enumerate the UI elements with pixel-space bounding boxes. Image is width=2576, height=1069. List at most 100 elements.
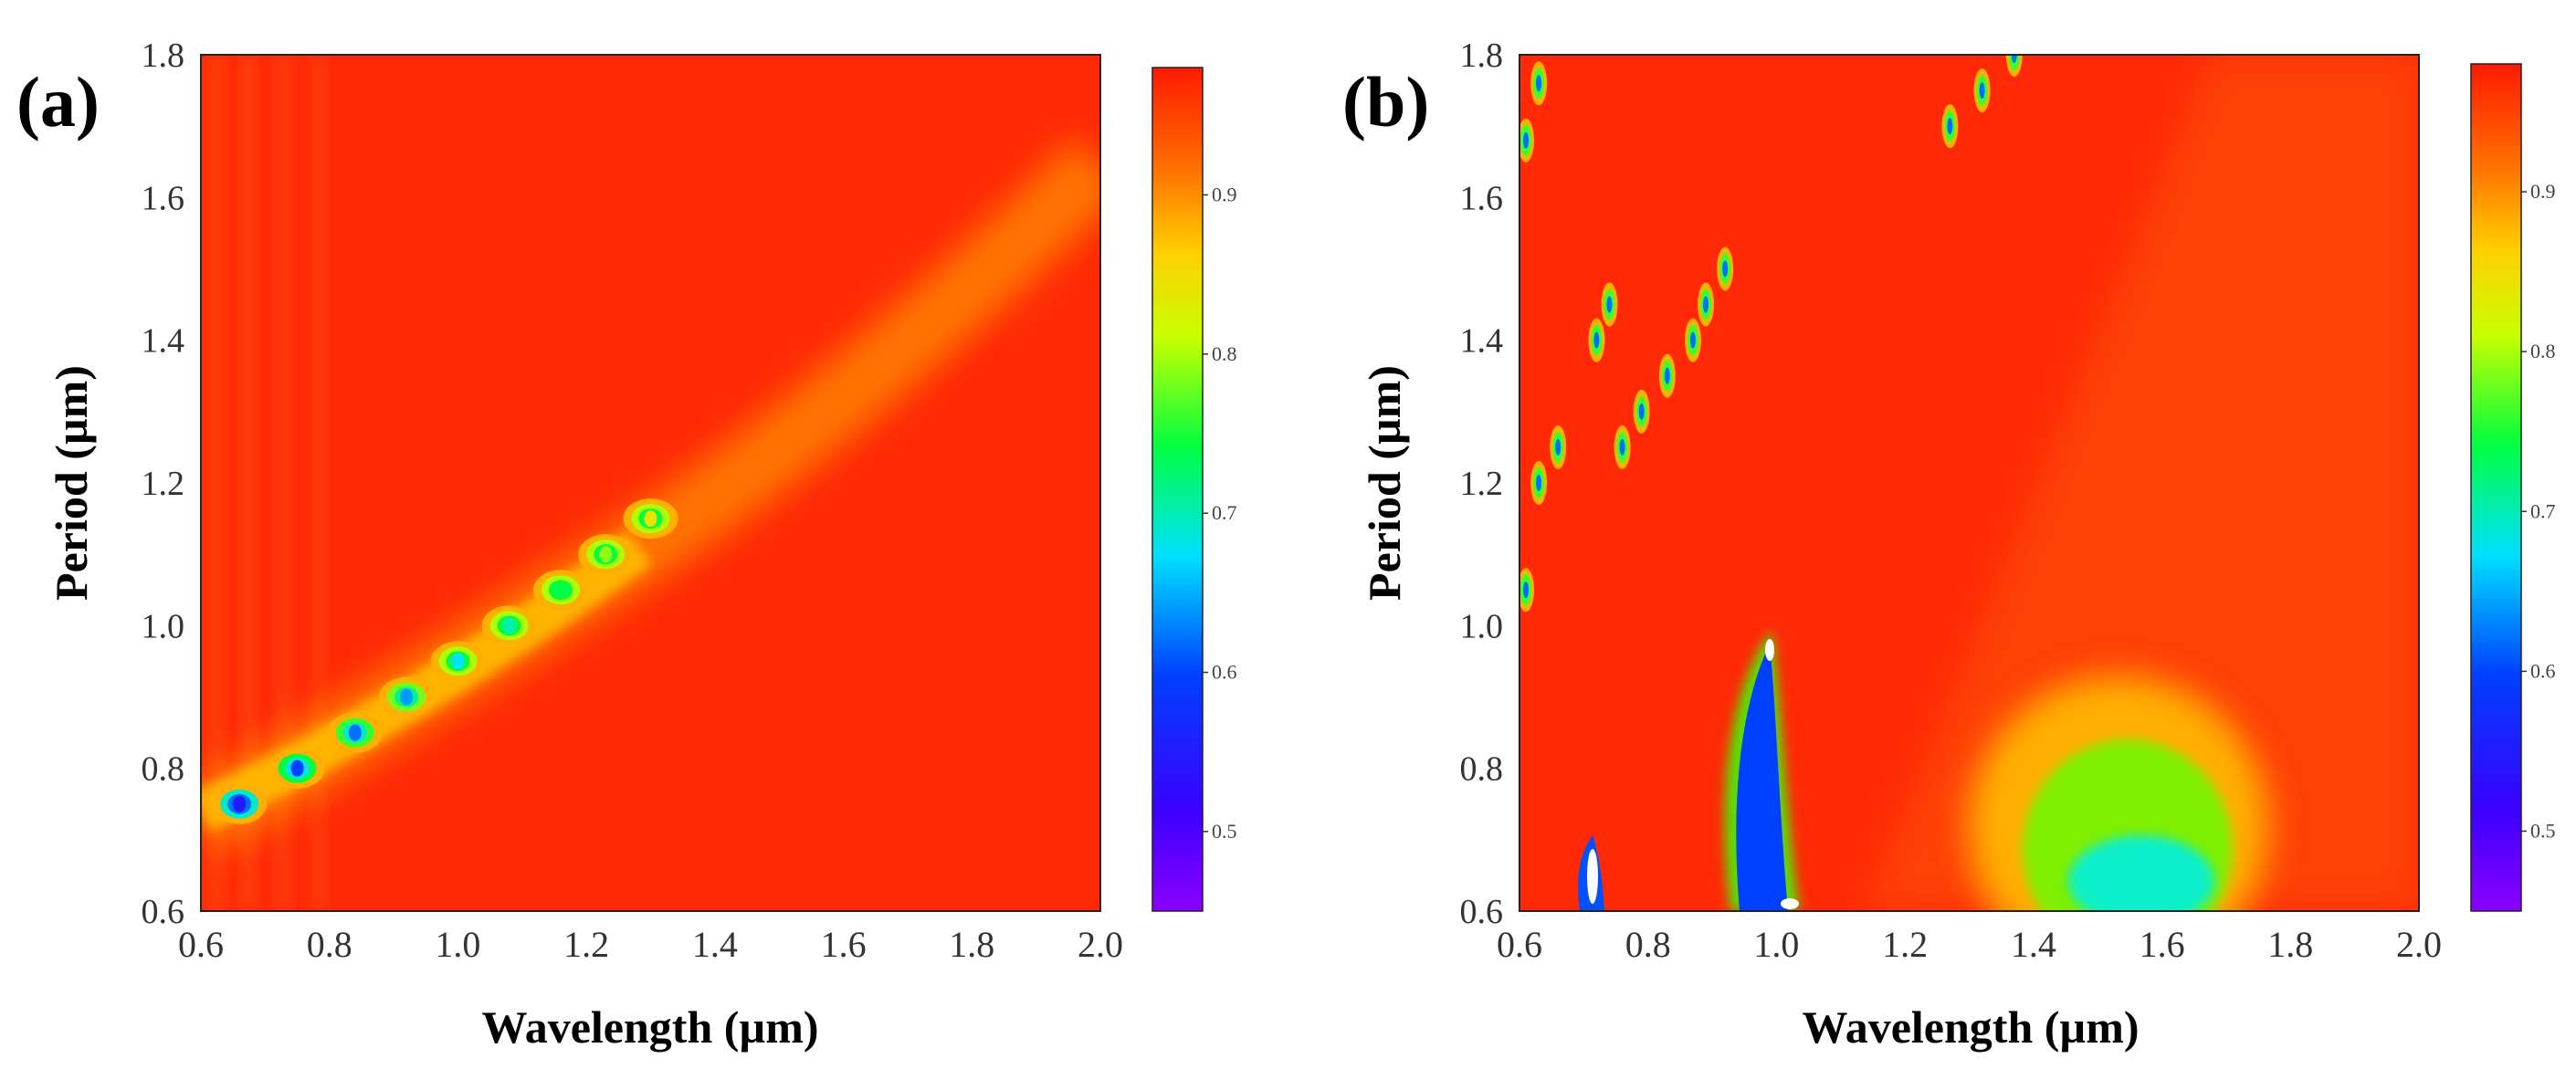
panel-a-minima xyxy=(212,498,678,824)
minimum-core xyxy=(1703,296,1709,313)
panel-b-colorbar xyxy=(2470,63,2522,912)
x-tick-label: 1.8 xyxy=(949,924,994,965)
resonance-minimum xyxy=(1941,104,1959,149)
y-tick-label: 0.6 xyxy=(1460,893,1504,931)
panel-b-resonance-071-core xyxy=(1587,849,1598,904)
panel-b-colorbar-ticks: 0.5 0.6 0.7 0.8 0.9 xyxy=(2521,180,2556,842)
minimum-core xyxy=(1593,331,1600,349)
resonance-minimum xyxy=(1633,389,1650,434)
panel-a-colorbar-ticks: 0.5 0.6 0.7 0.8 0.9 xyxy=(1203,183,1237,843)
minimum-core xyxy=(1523,582,1530,599)
y-tick-label: 1.6 xyxy=(1460,179,1504,217)
minimum-core xyxy=(290,760,304,777)
panel-a-y-axis-title: Period (µm) xyxy=(46,365,97,601)
colorbar-tick-label: 0.9 xyxy=(1212,183,1237,205)
panel-b-resonance-1um-tip xyxy=(1765,639,1774,661)
resonance-minimum xyxy=(1588,318,1605,362)
panel-b: (b) 0.6 0.8 1.0 1.2 1.4 1.6 1.8 2.0 0.6 0.8 1.0 1.… xyxy=(1342,37,2556,1053)
resonance-minimum xyxy=(1550,424,1567,469)
resonance-minimum xyxy=(481,605,537,646)
panel-b-wash xyxy=(1863,55,2419,911)
panel-b-frame xyxy=(1519,54,2420,912)
resonance-minimum xyxy=(379,676,435,718)
resonance-minimum xyxy=(623,498,678,540)
resonance-minimum xyxy=(430,641,486,682)
x-tick-label: 0.8 xyxy=(1625,924,1671,965)
panel-b-broad-dip-core xyxy=(2068,835,2214,911)
x-tick-label: 1.6 xyxy=(821,924,867,965)
panel-b-label: (b) xyxy=(1342,62,1429,141)
resonance-minimum xyxy=(1601,282,1618,327)
y-tick-label: 1.4 xyxy=(142,322,185,361)
y-tick-label: 0.6 xyxy=(142,893,185,931)
panel-a-label: (a) xyxy=(16,62,100,141)
y-tick-label: 0.8 xyxy=(142,750,185,789)
panel-b-resonance-1um-base xyxy=(1781,898,1799,909)
panel-a-frame xyxy=(200,54,1101,912)
minimum-core xyxy=(1689,331,1696,349)
y-tick-label: 1.8 xyxy=(142,37,185,75)
minimum-core xyxy=(1606,296,1613,313)
y-tick-label: 1.4 xyxy=(1460,322,1504,361)
resonance-minimum xyxy=(1530,61,1548,106)
panel-b-minima xyxy=(1519,55,2023,613)
minimum-core xyxy=(451,653,465,670)
minimum-core xyxy=(644,510,657,528)
minimum-core xyxy=(599,546,613,563)
minimum-core xyxy=(400,688,414,706)
resonance-minimum xyxy=(1973,68,1991,113)
minimum-core xyxy=(1638,403,1645,420)
resonance-minimum xyxy=(533,570,588,611)
minimum-core xyxy=(2011,55,2017,63)
x-tick-label: 1.6 xyxy=(2140,924,2185,965)
minimum-core xyxy=(1555,438,1561,456)
y-tick-label: 1.0 xyxy=(1460,607,1504,645)
panel-a-x-axis-title: Wavelength (µm) xyxy=(481,1001,818,1053)
resonance-minimum xyxy=(1614,424,1631,469)
resonance-minimum xyxy=(1658,353,1676,398)
resonance-minimum xyxy=(1684,318,1701,362)
colorbar-tick-label: 0.6 xyxy=(2530,659,2556,682)
resonance-minimum xyxy=(1519,568,1535,613)
minimum-core xyxy=(502,617,516,634)
x-tick-label: 2.0 xyxy=(2396,924,2442,965)
panel-b-plot-area xyxy=(1519,55,2419,911)
panel-a: (a) 0.6 0.8 1.0 1.2 1.4 1.6 1.8 2.0 0.6 0.8 1.0 1.… xyxy=(16,37,1237,1053)
x-tick-label: 0.6 xyxy=(178,924,224,965)
colorbar-tick-label: 0.8 xyxy=(2530,340,2556,362)
panel-a-fringe xyxy=(274,55,292,911)
resonance-minimum xyxy=(212,783,268,824)
resonance-minimum xyxy=(327,712,383,753)
y-tick-label: 1.2 xyxy=(1460,465,1504,503)
panel-a-y-ticks: 0.6 0.8 1.0 1.2 1.4 1.6 1.8 xyxy=(142,37,185,931)
x-tick-label: 1.0 xyxy=(435,924,480,965)
x-tick-label: 1.8 xyxy=(2267,924,2313,965)
panel-a-fringe xyxy=(310,55,327,911)
minimum-core xyxy=(1619,438,1625,456)
panel-b-x-ticks: 0.6 0.8 1.0 1.2 1.4 1.6 1.8 2.0 xyxy=(1497,924,2442,965)
y-tick-label: 0.8 xyxy=(1460,750,1504,789)
resonance-minimum xyxy=(1519,118,1535,162)
colorbar-tick-label: 0.5 xyxy=(2530,819,2556,842)
resonance-minimum xyxy=(1530,461,1548,505)
x-tick-label: 0.6 xyxy=(1497,924,1542,965)
minimum-core xyxy=(1536,475,1542,491)
x-tick-label: 2.0 xyxy=(1078,924,1123,965)
panel-b-y-axis-title: Period (µm) xyxy=(1359,365,1410,601)
minimum-core xyxy=(348,724,362,741)
minimum-core xyxy=(1664,367,1670,384)
x-tick-label: 1.0 xyxy=(1753,924,1799,965)
minimum-core xyxy=(1523,131,1530,149)
x-tick-label: 1.4 xyxy=(692,924,738,965)
panel-a-x-ticks: 0.6 0.8 1.0 1.2 1.4 1.6 1.8 2.0 xyxy=(178,924,1123,965)
resonance-minimum xyxy=(269,748,325,789)
x-tick-label: 1.2 xyxy=(1882,924,1928,965)
y-tick-label: 1.8 xyxy=(1460,37,1504,75)
minimum-core xyxy=(554,582,567,599)
colorbar-tick-label: 0.8 xyxy=(1212,342,1237,365)
minimum-core xyxy=(1979,82,1985,100)
panel-a-colorbar xyxy=(1151,67,1204,912)
resonance-minimum xyxy=(1698,282,1715,327)
colorbar-tick-label: 0.9 xyxy=(2530,180,2556,203)
